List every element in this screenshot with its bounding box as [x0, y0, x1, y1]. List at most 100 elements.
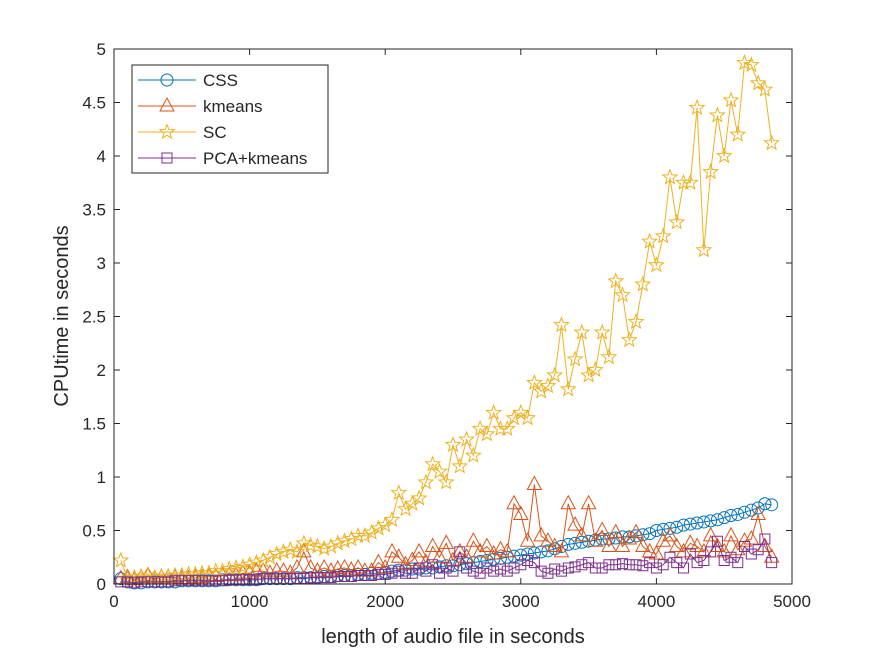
data-point-sc — [329, 534, 347, 551]
data-point-sc — [614, 286, 631, 303]
data-point-sc — [214, 562, 231, 579]
data-point-sc — [288, 543, 306, 560]
data-point-css — [568, 536, 582, 550]
data-point-kmeans — [309, 562, 326, 577]
y-tick-label: 1 — [97, 468, 106, 487]
data-point-kmeans — [479, 537, 495, 553]
data-point-sc — [478, 425, 496, 442]
data-point-sc — [207, 562, 225, 579]
data-point-kmeans — [580, 494, 597, 510]
series-layer — [112, 54, 781, 590]
data-point-sc — [125, 568, 143, 585]
data-point-sc — [153, 567, 170, 584]
x-tick-label: 2000 — [366, 592, 404, 611]
data-point-kmeans — [668, 537, 685, 553]
data-point-css — [480, 553, 494, 567]
series-sc — [112, 54, 781, 586]
legend-item-sc: SC — [138, 123, 227, 142]
data-point-kmeans — [567, 516, 583, 531]
data-point-css — [453, 558, 467, 572]
data-point-sc — [241, 555, 259, 572]
data-point-sc — [342, 530, 360, 547]
data-point-pca-kmeans — [664, 551, 676, 563]
data-point-css — [758, 497, 772, 511]
series-line-pca-kmeans — [120, 537, 773, 584]
data-point-css — [602, 532, 616, 546]
data-point-sc — [376, 516, 394, 533]
data-point-pca-kmeans — [522, 554, 534, 566]
y-tick-label: 0 — [97, 575, 106, 594]
data-point-kmeans — [275, 562, 292, 577]
data-point-sc — [553, 316, 570, 333]
y-tick-label: 4 — [97, 147, 106, 166]
data-point-sc — [322, 537, 340, 554]
data-point-kmeans — [465, 532, 482, 547]
data-point-sc — [539, 377, 557, 394]
data-point-css — [670, 520, 684, 534]
data-point-pca-kmeans — [711, 535, 723, 547]
data-point-sc — [505, 409, 523, 426]
data-point-css — [710, 513, 724, 527]
data-point-kmeans — [397, 555, 414, 571]
data-point-pca-kmeans — [447, 565, 459, 577]
y-tick-label: 2.5 — [82, 308, 106, 327]
data-point-sc — [708, 106, 726, 123]
data-point-pca-kmeans — [467, 565, 479, 577]
data-point-pca-kmeans — [705, 546, 717, 558]
y-tick-label: 2 — [97, 361, 106, 380]
data-point-css — [527, 546, 541, 560]
data-point-sc — [112, 551, 130, 568]
data-point-css — [114, 572, 128, 586]
data-point-sc — [586, 361, 604, 378]
data-point-sc — [349, 526, 367, 544]
data-point-sc — [722, 91, 740, 108]
data-point-kmeans — [709, 537, 726, 553]
legend-item-css: CSS — [138, 71, 238, 90]
data-point-kmeans — [336, 558, 353, 574]
x-axis-label: length of audio file in seconds — [321, 626, 585, 648]
data-point-kmeans — [485, 544, 502, 560]
data-point-pca-kmeans — [549, 563, 561, 575]
data-point-kmeans — [499, 542, 516, 558]
data-point-sc — [688, 98, 706, 116]
data-point-kmeans — [370, 553, 387, 569]
data-point-kmeans — [404, 551, 421, 566]
data-point-sc — [437, 473, 455, 490]
data-point-css — [765, 498, 779, 512]
data-point-kmeans — [418, 553, 434, 569]
data-point-sc — [234, 557, 252, 575]
data-point-sc — [424, 455, 442, 472]
data-point-pca-kmeans — [413, 562, 425, 574]
data-point-kmeans — [750, 505, 766, 520]
data-point-sc — [729, 125, 747, 142]
series-pca-kmeans — [115, 533, 778, 589]
x-tick-label: 0 — [109, 592, 118, 611]
data-point-sc — [641, 232, 659, 249]
data-point-kmeans — [458, 548, 475, 563]
data-point-css — [697, 515, 711, 529]
data-point-css — [643, 527, 657, 541]
data-point-kmeans — [540, 532, 556, 547]
data-point-kmeans — [628, 523, 644, 539]
legend-item-kmeans: kmeans — [138, 96, 263, 116]
y-tick-label: 3.5 — [82, 201, 106, 220]
data-point-sc — [702, 163, 720, 180]
data-point-kmeans — [438, 534, 455, 549]
data-point-pca-kmeans — [528, 557, 540, 569]
data-point-sc — [451, 457, 469, 474]
data-point-sc — [661, 168, 679, 185]
data-point-kmeans — [384, 542, 400, 558]
data-point-pca-kmeans — [461, 562, 473, 574]
data-point-sc — [742, 56, 760, 73]
y-tick-label: 3 — [97, 254, 106, 273]
data-point-sc — [159, 567, 177, 584]
data-point-kmeans — [445, 551, 461, 566]
y-tick-label: 1.5 — [82, 415, 106, 434]
data-point-sc — [600, 348, 618, 365]
data-point-kmeans — [655, 532, 672, 547]
y-tick-label: 5 — [97, 40, 106, 59]
data-point-pca-kmeans — [454, 546, 466, 558]
data-point-sc — [654, 227, 672, 244]
data-point-sc — [247, 553, 265, 570]
